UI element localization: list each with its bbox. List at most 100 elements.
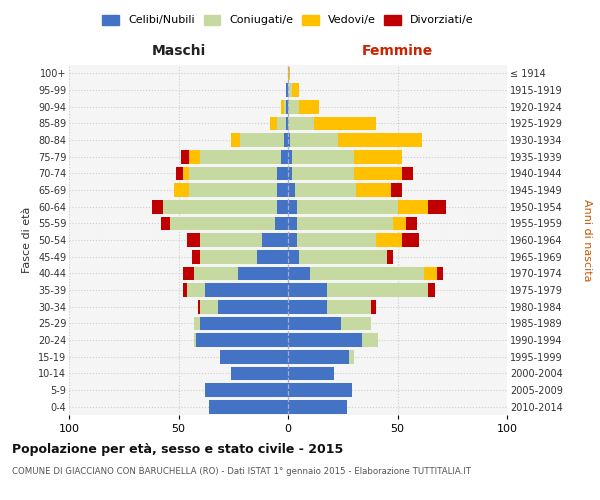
Bar — [288, 383, 352, 397]
Bar — [288, 300, 328, 314]
Bar — [262, 233, 288, 247]
Bar — [284, 133, 288, 147]
Bar — [288, 333, 362, 347]
Bar — [176, 166, 183, 180]
Bar — [288, 116, 314, 130]
Bar — [205, 383, 288, 397]
Bar — [152, 200, 163, 213]
Bar — [194, 333, 196, 347]
Bar — [198, 300, 200, 314]
Bar — [290, 133, 338, 147]
Bar — [288, 216, 297, 230]
Bar — [288, 200, 297, 213]
Bar — [402, 233, 419, 247]
Bar — [393, 216, 406, 230]
Bar — [288, 366, 334, 380]
Bar — [281, 150, 288, 164]
Bar — [288, 100, 299, 114]
Bar — [187, 283, 205, 297]
Bar — [200, 250, 257, 264]
Bar — [218, 300, 288, 314]
Text: COMUNE DI GIACCIANO CON BARUCHELLA (RO) - Dati ISTAT 1° gennaio 2015 - Elaborazi: COMUNE DI GIACCIANO CON BARUCHELLA (RO) … — [12, 468, 471, 476]
Bar — [341, 316, 371, 330]
Bar — [231, 366, 288, 380]
Bar — [200, 300, 218, 314]
Bar — [163, 200, 277, 213]
Legend: Celibi/Nubili, Coniugati/e, Vedovi/e, Divorziati/e: Celibi/Nubili, Coniugati/e, Vedovi/e, Di… — [103, 14, 473, 26]
Bar — [428, 283, 435, 297]
Bar — [191, 250, 200, 264]
Bar — [386, 250, 393, 264]
Bar — [402, 166, 413, 180]
Bar — [354, 150, 402, 164]
Bar — [288, 183, 295, 197]
Bar — [194, 266, 238, 280]
Bar — [220, 350, 288, 364]
Bar — [181, 150, 190, 164]
Bar — [288, 150, 292, 164]
Bar — [174, 183, 190, 197]
Bar — [362, 333, 378, 347]
Bar — [231, 133, 240, 147]
Bar — [288, 133, 290, 147]
Bar — [288, 66, 290, 80]
Bar — [190, 166, 277, 180]
Bar — [240, 133, 284, 147]
Bar — [295, 183, 356, 197]
Bar — [277, 183, 288, 197]
Bar — [391, 183, 402, 197]
Bar — [187, 233, 200, 247]
Bar — [288, 166, 292, 180]
Bar — [183, 266, 194, 280]
Bar — [288, 250, 299, 264]
Bar — [292, 166, 354, 180]
Bar — [286, 116, 288, 130]
Bar — [271, 116, 277, 130]
Bar — [277, 200, 288, 213]
Bar — [170, 216, 275, 230]
Bar — [297, 233, 376, 247]
Bar — [328, 283, 428, 297]
Bar — [437, 266, 443, 280]
Bar — [205, 283, 288, 297]
Bar — [183, 166, 190, 180]
Bar — [288, 350, 349, 364]
Bar — [288, 316, 341, 330]
Bar — [284, 100, 286, 114]
Bar — [314, 116, 376, 130]
Text: Femmine: Femmine — [362, 44, 433, 58]
Bar — [190, 183, 277, 197]
Bar — [277, 116, 286, 130]
Bar — [292, 150, 354, 164]
Bar — [288, 400, 347, 413]
Bar — [356, 183, 391, 197]
Bar — [299, 250, 386, 264]
Bar — [288, 283, 328, 297]
Bar — [424, 266, 437, 280]
Bar — [349, 350, 354, 364]
Bar — [194, 316, 200, 330]
Bar — [338, 133, 422, 147]
Bar — [328, 300, 371, 314]
Bar — [161, 216, 170, 230]
Bar — [286, 83, 288, 97]
Bar — [286, 100, 288, 114]
Bar — [281, 100, 284, 114]
Bar — [354, 166, 402, 180]
Bar — [200, 233, 262, 247]
Bar — [299, 100, 319, 114]
Y-axis label: Fasce di età: Fasce di età — [22, 207, 32, 273]
Bar — [200, 150, 281, 164]
Bar — [310, 266, 424, 280]
Bar — [275, 216, 288, 230]
Bar — [288, 83, 292, 97]
Bar — [277, 166, 288, 180]
Bar — [406, 216, 417, 230]
Bar — [297, 216, 393, 230]
Bar — [190, 150, 200, 164]
Bar — [209, 400, 288, 413]
Bar — [376, 233, 402, 247]
Bar — [196, 333, 288, 347]
Bar — [257, 250, 288, 264]
Bar — [398, 200, 428, 213]
